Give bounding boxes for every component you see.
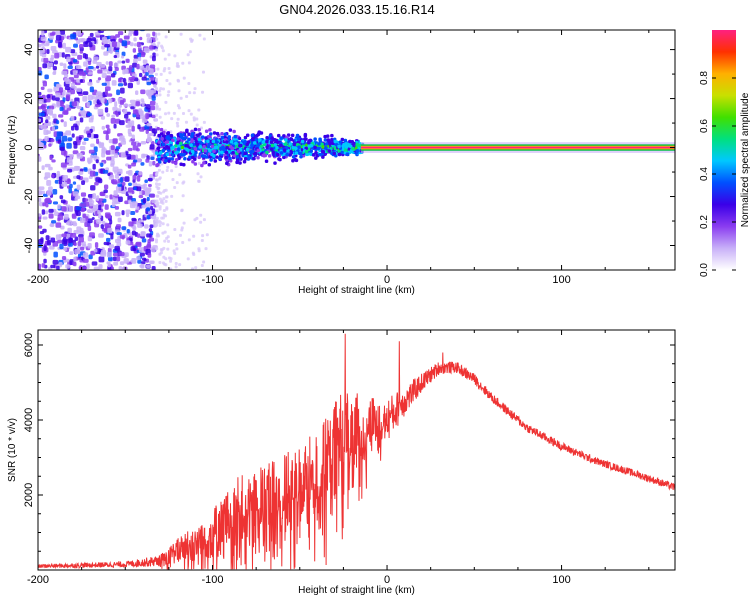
y-axis-label: SNR (10 * v/v) [7,418,18,482]
figure-title: GN04.2026.033.15.16.R14 [279,2,434,17]
y-tick-label: 4000 [23,408,35,432]
x-tick-label: 100 [552,574,570,586]
colorbar-gradient [712,30,736,270]
colorbar-tick-label: 0.2 [699,215,710,229]
x-tick-label: -200 [27,274,49,286]
snr-frame [37,329,676,571]
x-axis-label: Height of straight line (km) [298,585,415,596]
y-tick-label: 0 [23,144,35,150]
x-axis-label: Height of straight line (km) [298,285,415,296]
colorbar-tick-label: 0.8 [699,71,710,85]
x-tick-label: -100 [202,274,224,286]
y-tick-label: 6000 [23,333,35,357]
colorbar-tick-label: 0.0 [699,263,710,277]
colorbar-tick-label: 0.6 [699,119,710,133]
colorbar-label: Normalized spectral amplitude [740,92,750,227]
spectrogram-cells [38,30,675,270]
colorbar: 0.0 0.2 0.4 0.6 0.8 Normalized spectral ampli… [699,30,750,277]
snr-plot: -200 -100 0 100 2000 4000 6000 Height of straig… [7,329,676,596]
x-tick-label: 0 [384,274,390,286]
snr-series-line [38,333,675,570]
y-tick-label: 40 [23,43,35,55]
spectrogram-plot: -200 -100 0 100 40 20 0 -20 -40 Height of straigh… [7,29,676,296]
y-tick-label: -40 [23,238,35,254]
carrier-core [360,146,675,149]
x-tick-label: 100 [552,274,570,286]
x-tick-label: 0 [384,574,390,586]
y-tick-label: 2000 [23,483,35,507]
spectrogram-frame [37,29,676,271]
colorbar-tick-label: 0.4 [699,167,710,181]
y-axis-label: Frequency (Hz) [7,116,18,185]
x-tick-label: -100 [202,574,224,586]
y-tick-label: -20 [23,189,35,205]
y-tick-label: 20 [23,92,35,104]
x-tick-label: -200 [27,574,49,586]
